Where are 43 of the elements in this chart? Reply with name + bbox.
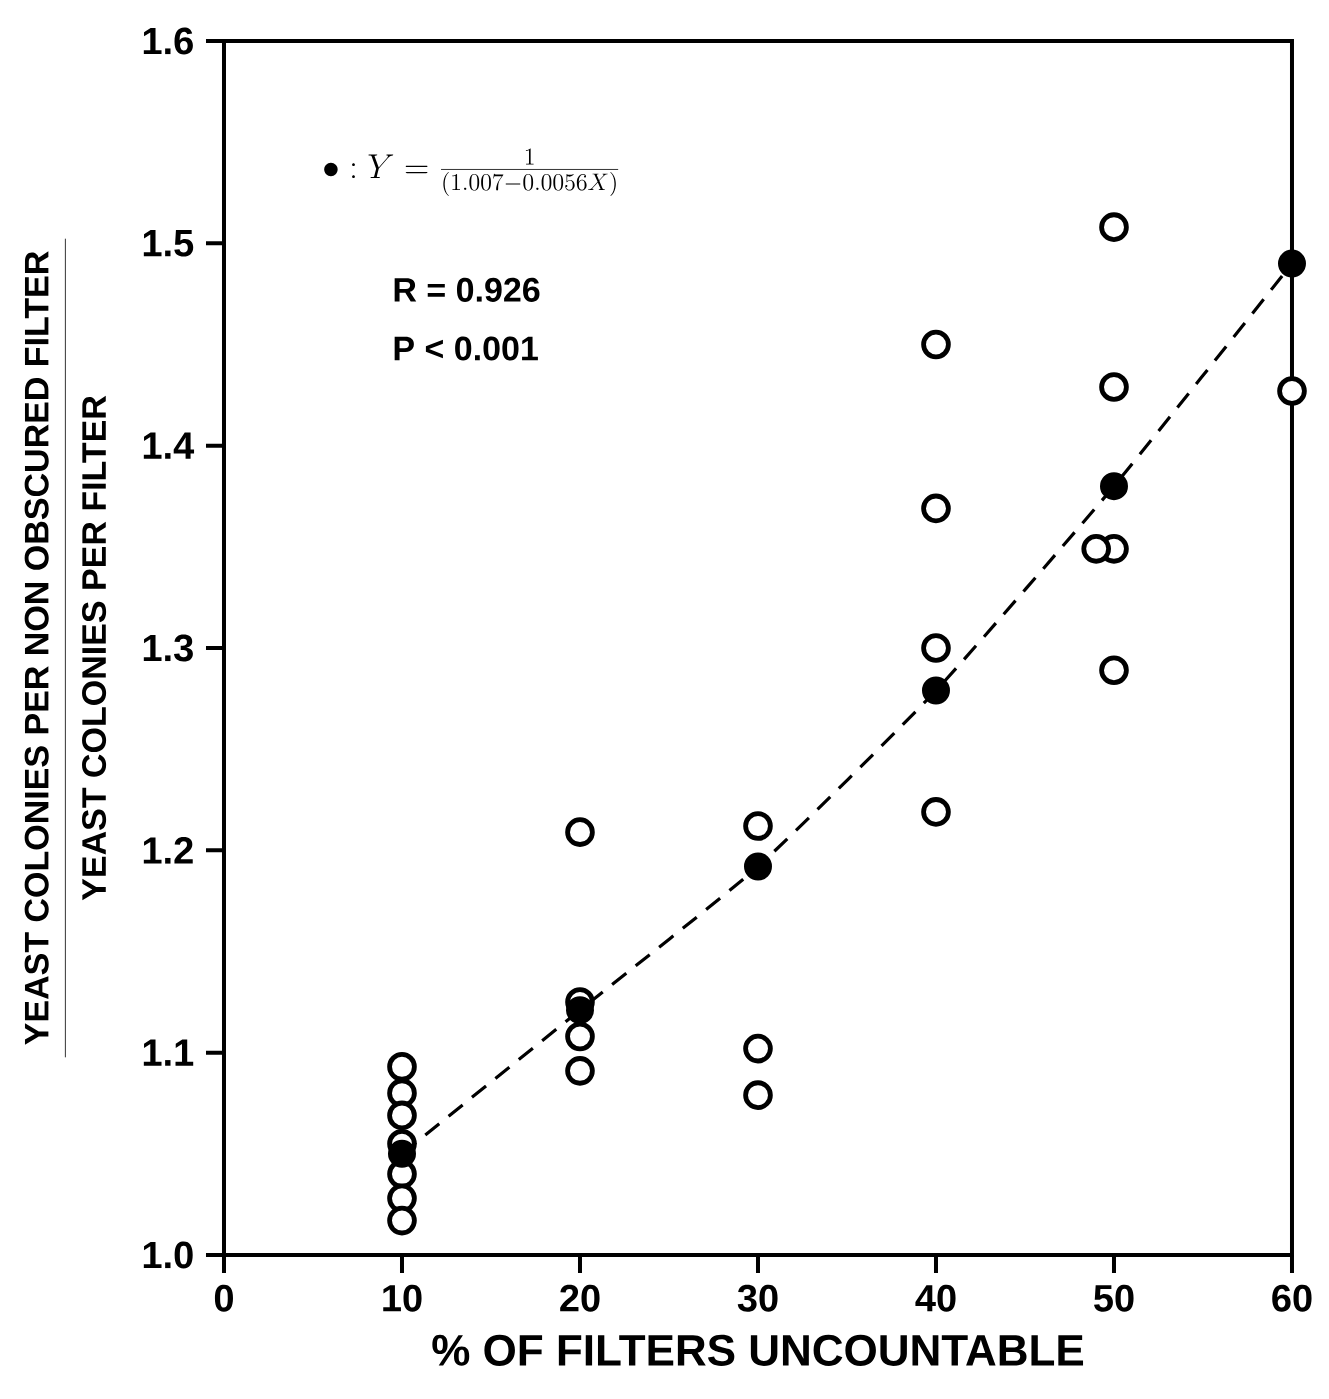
annotation: P < 0.001: [394, 336, 538, 361]
point: [921, 676, 950, 705]
point: [1099, 655, 1129, 686]
point: [1277, 249, 1306, 278]
y-tick-label: 1.3: [143, 634, 193, 662]
point: [565, 1021, 595, 1052]
point: [743, 852, 772, 881]
point: [387, 1139, 416, 1168]
annotation: $\bullet : Y = \frac{1}{(1.007-0.0056X)}$: [324, 148, 619, 197]
x-tick-label: 30: [737, 1284, 778, 1312]
point: [1099, 472, 1128, 501]
point: [387, 1205, 417, 1236]
x-tick-label: 60: [1272, 1284, 1312, 1312]
y-axis-title: YEAST COLONIES PER NON OBSCURED FILTER: [24, 251, 49, 1045]
point: [921, 329, 951, 360]
point: [921, 493, 951, 524]
y-tick-label: 1.1: [143, 1039, 194, 1066]
point: [565, 996, 594, 1025]
point: [565, 1056, 595, 1086]
point: [743, 1033, 773, 1064]
x-tick-label: 40: [915, 1284, 956, 1312]
y-tick-label: 1.4: [143, 432, 195, 459]
point: [1099, 372, 1129, 402]
point: [743, 1080, 773, 1110]
x-axis-title: % OF FILTERS UNCOUNTABLE: [432, 1334, 1084, 1366]
point: [387, 1100, 417, 1131]
y-tick-label: 1.2: [143, 837, 193, 864]
x-tick-label: 50: [1094, 1284, 1134, 1312]
y-tick-label: 1.5: [143, 230, 194, 257]
annotation: R = 0.926: [394, 277, 540, 302]
y-tick-label: 1.0: [143, 1241, 193, 1269]
point: [1099, 212, 1129, 242]
point: [921, 633, 951, 663]
x-tick-label: 10: [383, 1284, 422, 1312]
point: [387, 1052, 417, 1082]
x-tick-label: 0: [214, 1284, 233, 1312]
point: [1081, 534, 1111, 564]
point: [921, 797, 951, 827]
text: YEAST COLONIES PER FILTER: [82, 395, 107, 901]
x-tick-label: 20: [560, 1284, 600, 1312]
y-tick-label: 1.6: [143, 27, 193, 55]
point: [565, 817, 595, 847]
point: [743, 811, 773, 841]
